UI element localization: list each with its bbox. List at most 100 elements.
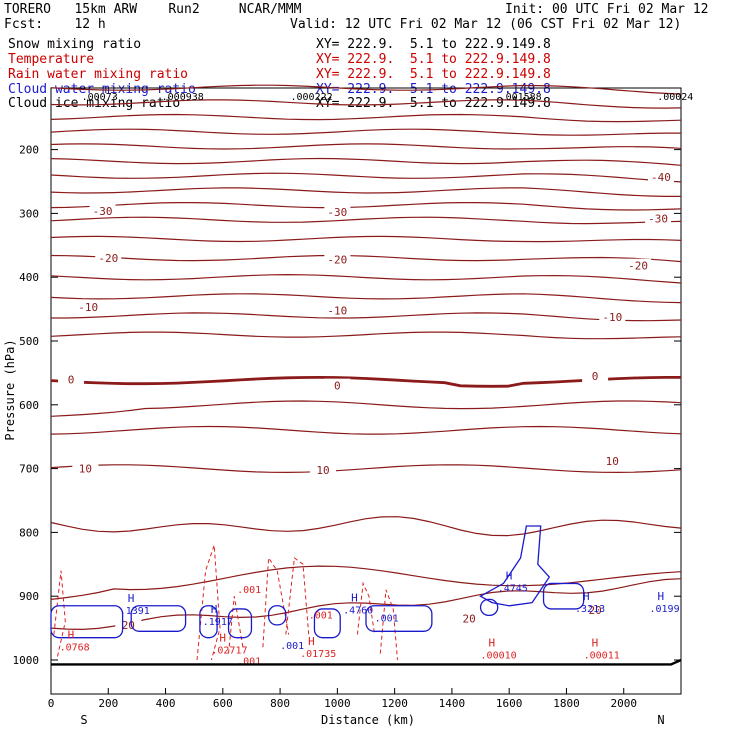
isotherm-line: [51, 312, 682, 322]
x-tick-label: 2000: [610, 697, 637, 710]
isotherm-label-bg: [324, 303, 351, 317]
x-tick-label: 1200: [381, 697, 408, 710]
legend-temp-xy: XY= 222.9. 5.1 to 222.9.149.8: [316, 52, 551, 67]
isotherm-label: 20: [122, 619, 135, 632]
maximum-marker: H: [128, 592, 135, 605]
cloud-water-contour: [479, 598, 499, 616]
y-tick-label: 1000: [13, 654, 40, 667]
isotherm-label-bg: [115, 617, 142, 631]
model-title: TORERO 15km ARW Run2 NCAR/MMM: [4, 2, 302, 17]
isotherm-label-bg: [645, 211, 672, 225]
x-tick-label: 800: [270, 697, 290, 710]
isotherm-label-bg: [324, 252, 351, 266]
maximum-value-label: .1917: [203, 617, 233, 628]
isotherm-line: [50, 464, 682, 474]
isotherm-label: -10: [602, 311, 622, 324]
isotherm-line: [50, 172, 682, 183]
isotherm-line: [50, 84, 682, 95]
plot-frame: [50, 87, 682, 695]
cloud-water-contour: [479, 525, 551, 607]
maximum-marker: H: [658, 590, 665, 603]
y-tick-label: 800: [19, 526, 39, 539]
legend-snow-xy: XY= 222.9. 5.1 to 222.9.149.8: [316, 37, 551, 52]
legend-rain-label: Rain water mixing ratio: [8, 67, 189, 82]
isotherm-line: [50, 128, 681, 136]
maximum-marker: H: [592, 637, 599, 650]
isotherm-label: -30: [93, 205, 113, 218]
y-tick-label: 600: [19, 399, 39, 412]
legend-cloudwater-label: Cloud water mixing ratio: [8, 82, 196, 97]
isotherm-label: 10: [79, 463, 92, 476]
isotherm-line: [50, 400, 682, 417]
isotherm-label: -30: [327, 206, 347, 219]
maximum-value-label: .001: [375, 614, 399, 625]
isotherm-label: 0: [68, 373, 75, 386]
y-tick-label: 400: [19, 271, 39, 284]
top-contour-label: .000222: [291, 92, 333, 103]
isotherm-label: 10: [606, 455, 619, 468]
isotherm-label: 20: [462, 613, 475, 626]
isotherm-label: 10: [316, 464, 329, 477]
rain-contour: [262, 556, 290, 648]
isotherm-label-bg: [599, 309, 626, 323]
isotherm-label-bg: [647, 170, 674, 184]
maximum-value-label: .01735: [300, 649, 336, 660]
x-tick-label: 0: [48, 697, 55, 710]
isotherm-line: [50, 99, 682, 109]
maximum-value-label: .02717: [211, 646, 247, 657]
freezing-isotherm: [50, 375, 681, 388]
y-tick-label: 900: [19, 590, 39, 603]
isotherm-label: -20: [98, 252, 118, 265]
maximum-marker: H: [489, 637, 496, 650]
isotherm-label: -10: [78, 301, 98, 314]
cloud-water-contour: [542, 582, 585, 610]
maximum-value-label: .00011: [584, 651, 620, 662]
maximum-value-label: .1391: [120, 606, 150, 617]
legend-snow-label: Snow mixing ratio: [8, 37, 142, 52]
isotherm-line: [50, 293, 682, 304]
isotherm-label-bg: [75, 300, 102, 314]
isotherm-label-bg: [310, 462, 337, 476]
isotherm-label: -10: [327, 304, 347, 317]
isotherm-label: -30: [648, 213, 668, 226]
legend-rain-xy: XY= 222.9. 5.1 to 222.9.149.8: [316, 67, 551, 82]
isotherm-label: 0: [592, 370, 599, 383]
top-contour-label: .00024: [657, 92, 693, 103]
maximum-value-label: .001: [237, 585, 261, 596]
maximum-value-label: .3213: [575, 604, 605, 615]
isotherm-label-bg: [324, 378, 351, 392]
maximum-marker: H: [68, 628, 75, 641]
legend-temp-label: Temperature: [8, 52, 95, 67]
maximum-marker: H: [308, 635, 315, 648]
isotherm-label: -20: [327, 253, 347, 266]
cloud-water-contour: [130, 605, 187, 632]
x-end-label-north: N: [657, 713, 664, 727]
isotherm-label: 0: [334, 380, 341, 393]
maximum-marker: H: [506, 570, 513, 583]
maximum-value-label: .0199: [650, 604, 680, 615]
rain-contour: [53, 570, 66, 661]
rain-contour: [196, 545, 221, 661]
top-contour-label: .001588: [500, 92, 542, 103]
maximum-value-label: .0768: [60, 642, 90, 653]
maximum-marker: H: [219, 632, 226, 645]
maximum-marker: H: [351, 591, 358, 604]
isotherm-label-bg: [625, 258, 652, 272]
ground-surface: [51, 658, 682, 666]
maximum-value-label: .4745: [498, 584, 528, 595]
top-contour-label: .000938: [162, 92, 204, 103]
x-tick-label: 600: [213, 697, 233, 710]
isotherm-line: [50, 425, 682, 435]
valid-time: Valid: 12 UTC Fri 02 Mar 12 (06 CST Fri …: [290, 17, 682, 32]
isotherm-line: [50, 187, 681, 197]
isotherm-line: [50, 331, 682, 340]
maximum-value-label: .4760: [343, 605, 373, 616]
rain-contour: [379, 589, 398, 661]
isotherm-label: -40: [651, 171, 671, 184]
isotherm-label-bg: [582, 369, 609, 383]
isotherm-line: [50, 273, 682, 284]
isotherm-line: [50, 157, 682, 166]
maximum-marker: H: [583, 590, 590, 603]
isotherm-line: [50, 565, 682, 600]
x-tick-label: 200: [98, 697, 118, 710]
